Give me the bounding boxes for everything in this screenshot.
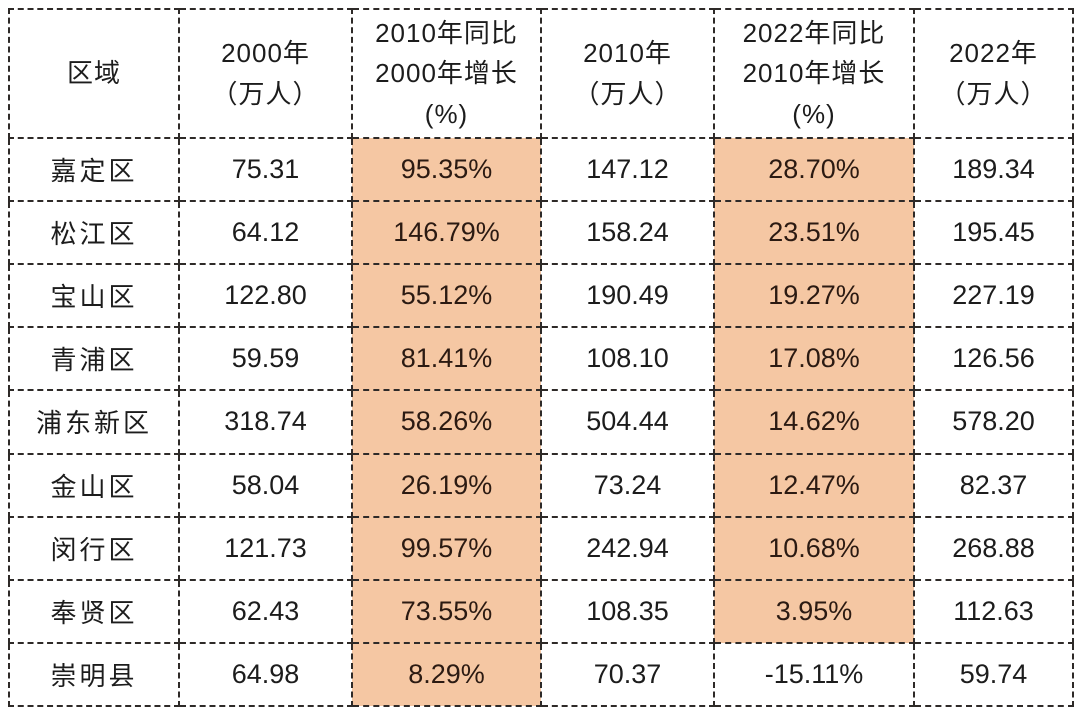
- cell-pop-2000: 122.80: [178, 263, 353, 329]
- header-pop-2000: 2000年 （万人）: [178, 8, 353, 139]
- table-row: 嘉定区 75.31 95.35% 147.12 28.70% 189.34: [8, 136, 1074, 203]
- cell-pop-2022: 578.20: [913, 389, 1074, 455]
- cell-pop-2022: 126.56: [913, 326, 1074, 392]
- cell-growth-2010-2022: 23.51%: [713, 200, 915, 266]
- header-pop-2010: 2010年 （万人）: [540, 8, 715, 139]
- header-region: 区域: [8, 8, 180, 139]
- cell-pop-2010: 147.12: [540, 136, 715, 203]
- cell-pop-2000: 121.73: [178, 515, 353, 581]
- cell-region: 青浦区: [8, 326, 180, 392]
- table-row: 闵行区 121.73 99.57% 242.94 10.68% 268.88: [8, 515, 1074, 581]
- cell-pop-2000: 59.59: [178, 326, 353, 392]
- cell-growth-2010-2022: 17.08%: [713, 326, 915, 392]
- header-growth-2000-2010: 2010年同比 2000年增长 (%): [351, 8, 542, 139]
- cell-growth-2000-2010: 8.29%: [351, 641, 542, 708]
- cell-growth-2010-2022: 28.70%: [713, 136, 915, 203]
- cell-growth-2000-2010: 146.79%: [351, 200, 542, 266]
- cell-growth-2010-2022: 12.47%: [713, 452, 915, 518]
- table-row: 奉贤区 62.43 73.55% 108.35 3.95% 112.63: [8, 578, 1074, 644]
- cell-region: 崇明县: [8, 641, 180, 708]
- cell-growth-2010-2022: 10.68%: [713, 515, 915, 581]
- cell-region: 浦东新区: [8, 389, 180, 455]
- cell-region: 宝山区: [8, 263, 180, 329]
- table-row: 松江区 64.12 146.79% 158.24 23.51% 195.45: [8, 200, 1074, 266]
- table-row: 崇明县 64.98 8.29% 70.37 -15.11% 59.74: [8, 641, 1074, 708]
- cell-growth-2010-2022: 19.27%: [713, 263, 915, 329]
- cell-growth-2000-2010: 99.57%: [351, 515, 542, 581]
- cell-region: 闵行区: [8, 515, 180, 581]
- cell-pop-2010: 504.44: [540, 389, 715, 455]
- cell-pop-2022: 195.45: [913, 200, 1074, 266]
- cell-pop-2010: 73.24: [540, 452, 715, 518]
- cell-growth-2000-2010: 58.26%: [351, 389, 542, 455]
- cell-pop-2022: 112.63: [913, 578, 1074, 644]
- cell-pop-2010: 190.49: [540, 263, 715, 329]
- table-header: 区域 2000年 （万人） 2010年同比 2000年增长 (%) 2010年 …: [8, 8, 1074, 139]
- table-body: 嘉定区 75.31 95.35% 147.12 28.70% 189.34 松江区 64.12…: [8, 136, 1074, 708]
- cell-pop-2000: 75.31: [178, 136, 353, 203]
- cell-growth-2000-2010: 73.55%: [351, 578, 542, 644]
- cell-pop-2000: 318.74: [178, 389, 353, 455]
- table-row: 青浦区 59.59 81.41% 108.10 17.08% 126.56: [8, 326, 1074, 392]
- cell-growth-2000-2010: 95.35%: [351, 136, 542, 203]
- cell-growth-2010-2022: 14.62%: [713, 389, 915, 455]
- header-row: 区域 2000年 （万人） 2010年同比 2000年增长 (%) 2010年 …: [8, 8, 1074, 139]
- cell-growth-2000-2010: 81.41%: [351, 326, 542, 392]
- cell-region: 嘉定区: [8, 136, 180, 203]
- cell-pop-2022: 227.19: [913, 263, 1074, 329]
- cell-pop-2022: 59.74: [913, 641, 1074, 708]
- cell-pop-2000: 62.43: [178, 578, 353, 644]
- cell-growth-2000-2010: 55.12%: [351, 263, 542, 329]
- cell-pop-2010: 158.24: [540, 200, 715, 266]
- cell-pop-2010: 108.35: [540, 578, 715, 644]
- header-growth-2010-2022: 2022年同比 2010年增长 (%): [713, 8, 915, 139]
- cell-region: 金山区: [8, 452, 180, 518]
- cell-pop-2022: 268.88: [913, 515, 1074, 581]
- cell-pop-2022: 189.34: [913, 136, 1074, 203]
- cell-pop-2000: 64.98: [178, 641, 353, 708]
- cell-pop-2010: 108.10: [540, 326, 715, 392]
- cell-region: 奉贤区: [8, 578, 180, 644]
- population-table: 区域 2000年 （万人） 2010年同比 2000年增长 (%) 2010年 …: [8, 8, 1074, 708]
- cell-growth-2000-2010: 26.19%: [351, 452, 542, 518]
- cell-pop-2000: 58.04: [178, 452, 353, 518]
- cell-pop-2010: 70.37: [540, 641, 715, 708]
- table-row: 金山区 58.04 26.19% 73.24 12.47% 82.37: [8, 452, 1074, 518]
- cell-pop-2000: 64.12: [178, 200, 353, 266]
- header-pop-2022: 2022年 （万人）: [913, 8, 1074, 139]
- table-row: 浦东新区 318.74 58.26% 504.44 14.62% 578.20: [8, 389, 1074, 455]
- cell-growth-2010-2022: -15.11%: [713, 641, 915, 708]
- cell-region: 松江区: [8, 200, 180, 266]
- cell-growth-2010-2022: 3.95%: [713, 578, 915, 644]
- cell-pop-2022: 82.37: [913, 452, 1074, 518]
- cell-pop-2010: 242.94: [540, 515, 715, 581]
- table-row: 宝山区 122.80 55.12% 190.49 19.27% 227.19: [8, 263, 1074, 329]
